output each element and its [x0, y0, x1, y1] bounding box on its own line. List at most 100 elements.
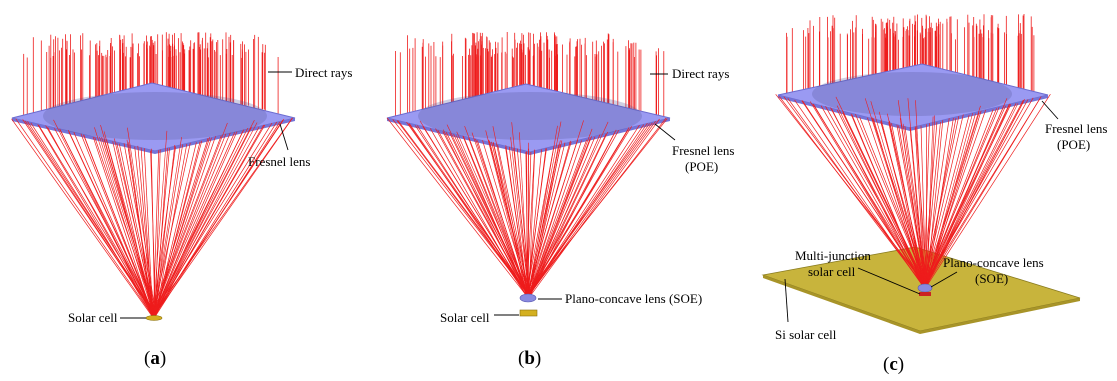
- refracted-ray: [528, 149, 536, 297]
- refracted-ray: [38, 124, 156, 316]
- refracted-rays-b: [386, 117, 668, 298]
- refracted-ray: [923, 121, 941, 286]
- refracted-ray: [813, 104, 925, 287]
- refracted-ray: [152, 127, 260, 317]
- refracted-ray: [526, 130, 620, 297]
- label-soe-b: Plano-concave lens (SOE): [565, 291, 702, 306]
- refracted-ray: [15, 118, 154, 317]
- refracted-ray: [924, 109, 987, 286]
- refracted-ray: [11, 118, 153, 317]
- refracted-ray: [417, 125, 527, 297]
- refracted-ray: [154, 144, 184, 316]
- refracted-ray: [525, 127, 630, 297]
- refracted-ray: [926, 116, 934, 287]
- refracted-ray: [527, 121, 609, 297]
- refracted-ray: [926, 94, 1051, 287]
- refracted-ray: [529, 118, 660, 297]
- refracted-ray: [73, 132, 154, 316]
- refracted-ray: [152, 142, 191, 316]
- refracted-ray: [99, 136, 156, 317]
- label-fresnel-c-line2: (POE): [1057, 137, 1090, 152]
- refracted-ray: [529, 128, 593, 297]
- refracted-ray: [511, 122, 530, 297]
- refracted-ray: [103, 131, 154, 317]
- refracted-ray: [525, 146, 555, 297]
- refracted-ray: [508, 146, 528, 297]
- refracted-ray: [429, 128, 527, 297]
- refracted-ray: [864, 98, 926, 287]
- leader-mj-cell-c: [857, 267, 921, 295]
- caption-c: (c): [883, 354, 904, 375]
- label-si-cell-c: Si solar cell: [775, 327, 837, 342]
- refracted-ray: [526, 140, 571, 297]
- refracted-ray: [836, 105, 925, 287]
- refracted-ray: [152, 146, 176, 316]
- refracted-ray: [53, 119, 153, 317]
- refracted-ray: [445, 132, 529, 296]
- panel-c: Fresnel lens (POE) Multi-junction solar …: [761, 14, 1107, 375]
- refracted-ray: [527, 120, 584, 297]
- fresnel-grooves-b: [418, 92, 642, 140]
- label-solar-cell-b: Solar cell: [440, 310, 490, 325]
- refracted-ray: [510, 137, 530, 297]
- refracted-ray: [437, 129, 529, 296]
- refracted-ray: [926, 98, 1025, 287]
- refracted-ray: [83, 134, 155, 318]
- refracted-ray: [926, 113, 973, 287]
- refracted-ray: [114, 138, 156, 317]
- label-fresnel-b-line1: Fresnel lens: [672, 143, 734, 158]
- refracted-ray: [519, 132, 529, 297]
- leader-soe-c: [930, 271, 958, 288]
- refracted-ray: [923, 105, 981, 287]
- refracted-ray: [851, 114, 924, 288]
- refracted-ray: [386, 117, 528, 298]
- leader-fresnel-b: [654, 123, 676, 141]
- refracted-ray: [471, 132, 528, 297]
- leader-fresnel-c: [1041, 100, 1059, 120]
- label-fresnel-b-line2: (POE): [685, 159, 718, 174]
- refracted-ray: [925, 103, 1019, 287]
- refracted-ray: [152, 122, 228, 317]
- multi-junction-cell-c: [919, 292, 931, 296]
- refracted-ray: [127, 127, 157, 317]
- refracted-ray: [527, 140, 563, 297]
- refracted-ray: [464, 125, 530, 297]
- refracted-ray: [152, 120, 255, 317]
- refracted-ray: [92, 136, 154, 317]
- refracted-ray: [128, 142, 153, 317]
- fresnel-grooves-a: [43, 92, 267, 140]
- refracted-ray: [153, 150, 160, 316]
- refracted-ray: [923, 117, 957, 287]
- refracted-ray: [926, 115, 935, 287]
- panel-a: Direct rays Fresnel lens Solar cell (a): [11, 32, 352, 369]
- refracted-ray: [30, 122, 156, 317]
- refracted-ray: [446, 124, 530, 297]
- label-direct-rays-a: Direct rays: [295, 65, 352, 80]
- refracted-ray: [528, 133, 607, 296]
- refracted-ray: [152, 132, 236, 316]
- refracted-ray: [794, 99, 924, 288]
- refracted-ray: [527, 122, 653, 296]
- panel-b: Direct rays Fresnel lens (POE) Plano-con…: [386, 32, 734, 369]
- fresnel-grooves-c: [812, 72, 1012, 116]
- caption-a: (a): [144, 348, 166, 369]
- refracted-ray: [923, 114, 964, 287]
- refracted-ray: [923, 122, 938, 287]
- refracted-ray: [151, 137, 209, 317]
- refracted-ray: [106, 139, 157, 317]
- refracted-ray: [842, 112, 926, 286]
- refracted-ray: [456, 131, 530, 297]
- label-soe-c-line2: (SOE): [975, 271, 1008, 286]
- refracted-ray: [151, 117, 293, 316]
- refracted-ray: [809, 101, 924, 287]
- refracted-ray: [485, 130, 528, 297]
- refracted-ray: [527, 148, 529, 297]
- refracted-ray: [37, 124, 153, 317]
- refracted-ray: [527, 139, 588, 297]
- refracted-ray: [526, 126, 632, 297]
- refracted-ray: [787, 98, 924, 288]
- refracted-ray: [419, 120, 529, 297]
- refracted-ray: [134, 146, 154, 317]
- refracted-ray: [442, 129, 527, 297]
- refracted-ray: [888, 122, 924, 286]
